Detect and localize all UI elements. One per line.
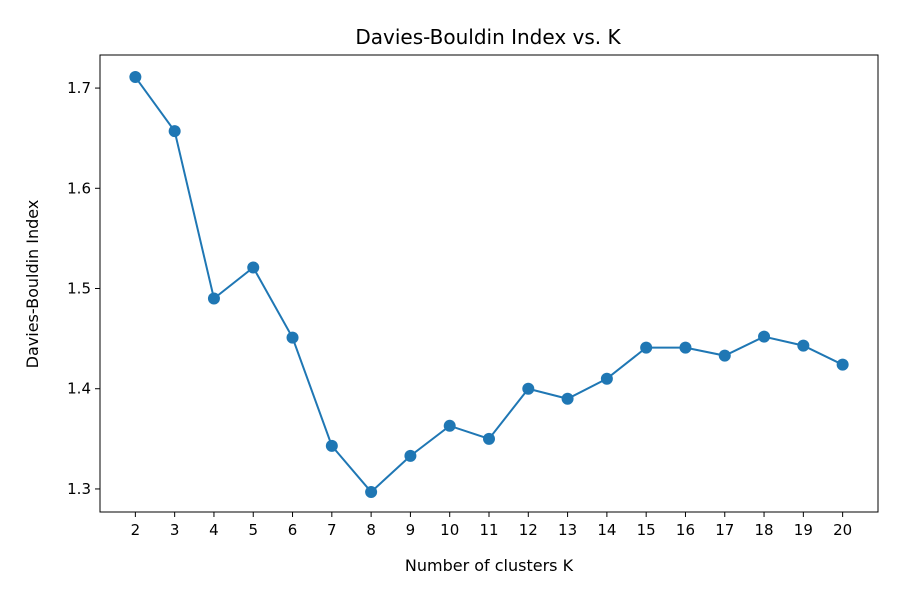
y-tick-label: 1.6	[67, 179, 91, 197]
data-point	[561, 392, 574, 405]
plot-area: 2 3 4 5 6 7 8 9 10 11 12 13 14 15 16 17 18 19 20 1.3 1.4 1.5…	[67, 54, 879, 539]
data-point	[286, 331, 299, 344]
x-tick-label: 17	[715, 521, 734, 539]
x-tick-label: 15	[637, 521, 656, 539]
y-tick-label: 1.7	[67, 79, 91, 97]
x-tick-label: 20	[833, 521, 852, 539]
chart-title: Davies-Bouldin Index vs. K	[355, 25, 621, 49]
data-point	[325, 439, 338, 452]
y-axis: 1.3 1.4 1.5 1.6 1.7	[67, 79, 100, 498]
x-tick-label: 12	[519, 521, 538, 539]
data-point	[247, 261, 260, 274]
y-tick-label: 1.4	[67, 380, 91, 398]
x-tick-label: 6	[288, 521, 298, 539]
data-point	[168, 125, 181, 138]
data-point	[404, 449, 417, 462]
y-tick-label: 1.5	[67, 280, 91, 298]
y-tick-label: 1.3	[67, 480, 91, 498]
x-tick-label: 14	[597, 521, 616, 539]
x-tick-label: 4	[209, 521, 219, 539]
data-point	[758, 330, 771, 343]
data-point	[207, 292, 220, 305]
data-point	[640, 341, 653, 354]
data-point	[365, 485, 378, 498]
x-tick-label: 16	[676, 521, 695, 539]
x-tick-label: 18	[755, 521, 774, 539]
x-tick-label: 11	[479, 521, 498, 539]
data-point	[836, 358, 849, 371]
x-tick-label: 2	[131, 521, 141, 539]
x-tick-label: 3	[170, 521, 180, 539]
x-tick-label: 19	[794, 521, 813, 539]
data-point	[443, 419, 456, 432]
x-axis-label: Number of clusters K	[405, 556, 574, 575]
data-point	[483, 432, 495, 445]
series-line	[134, 76, 844, 494]
data-point	[522, 382, 535, 395]
y-axis-label: Davies-Bouldin Index	[23, 200, 42, 369]
plot-frame	[99, 54, 879, 513]
data-point	[797, 339, 810, 352]
x-tick-label: 5	[248, 521, 258, 539]
x-tick-label: 8	[366, 521, 376, 539]
series-layer	[129, 71, 849, 498]
data-point	[679, 341, 692, 354]
x-tick-label: 10	[440, 521, 459, 539]
data-point	[129, 71, 142, 84]
data-point	[600, 372, 613, 385]
x-axis: 2 3 4 5 6 7 8 9 10 11 12 13 14 15 16 17 18 19 20	[131, 512, 852, 539]
x-tick-label: 7	[327, 521, 337, 539]
x-tick-label: 9	[406, 521, 416, 539]
data-point	[718, 349, 731, 362]
x-tick-label: 13	[558, 521, 577, 539]
